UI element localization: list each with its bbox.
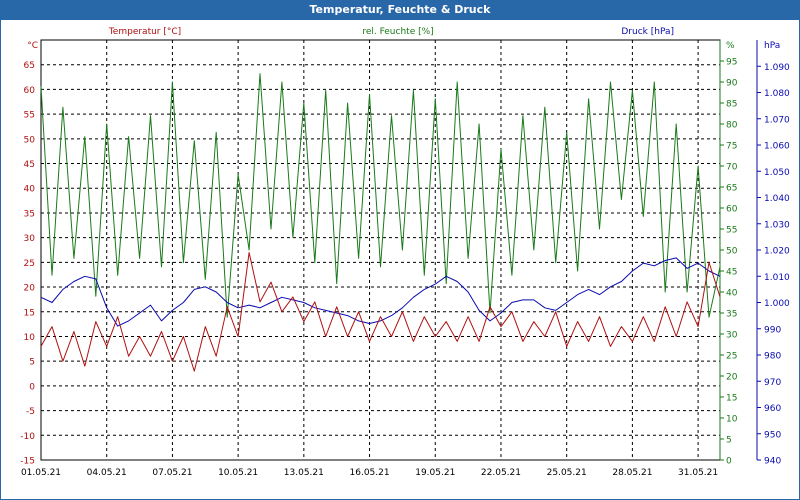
humidity-tick-label: 80 xyxy=(726,121,738,131)
temperature-tick-label: -10 xyxy=(20,432,35,442)
pressure-tick-label: 960 xyxy=(764,404,781,414)
temperature-tick-label: 65 xyxy=(24,61,35,71)
x-tick-label: 22.05.21 xyxy=(481,468,521,478)
pressure-tick-label: 940 xyxy=(764,457,781,467)
pressure-legend-label: Druck [hPa] xyxy=(621,27,674,37)
x-tick-label: 31.05.21 xyxy=(678,468,718,478)
humidity-tick-label: 55 xyxy=(726,226,737,236)
x-tick-label: 28.05.21 xyxy=(612,468,652,478)
humidity-tick-label: 70 xyxy=(726,163,738,173)
humidity-tick-label: 5 xyxy=(726,436,732,446)
temperature-tick-label: 25 xyxy=(24,259,35,269)
temperature-unit-label: °C xyxy=(27,41,38,51)
humidity-tick-label: 35 xyxy=(726,310,737,320)
x-tick-label: 10.05.21 xyxy=(218,468,258,478)
humidity-tick-label: 30 xyxy=(726,331,738,341)
x-tick-label: 04.05.21 xyxy=(87,468,127,478)
humidity-tick-label: 40 xyxy=(726,289,738,299)
pressure-tick-label: 950 xyxy=(764,430,781,440)
temperature-tick-label: 20 xyxy=(24,284,36,294)
window-title: Temperatur, Feuchte & Druck xyxy=(0,0,800,20)
pressure-series-line xyxy=(40,257,721,327)
humidity-tick-label: 60 xyxy=(726,205,738,215)
temperature-tick-label: 10 xyxy=(24,333,36,343)
temperature-series-line xyxy=(40,252,721,372)
humidity-unit-label: % xyxy=(726,41,735,51)
humidity-tick-label: 10 xyxy=(726,415,738,425)
temperature-tick-label: 55 xyxy=(24,111,35,121)
humidity-tick-label: 85 xyxy=(726,100,737,110)
pressure-tick-label: 1.050 xyxy=(764,168,790,178)
humidity-legend-label: rel. Feuchte [%] xyxy=(362,27,433,37)
pressure-tick-label: 1.020 xyxy=(764,247,790,257)
temperature-tick-label: 30 xyxy=(24,234,36,244)
humidity-tick-label: 75 xyxy=(726,142,737,152)
humidity-tick-label: 20 xyxy=(726,373,738,383)
temperature-tick-label: 50 xyxy=(24,135,36,145)
pressure-tick-label: 1.090 xyxy=(764,63,790,73)
humidity-tick-label: 45 xyxy=(726,268,737,278)
temperature-legend-label: Temperatur [°C] xyxy=(108,27,181,37)
humidity-tick-label: 0 xyxy=(726,457,732,467)
x-tick-label: 19.05.21 xyxy=(415,468,455,478)
pressure-tick-label: 980 xyxy=(764,352,781,362)
temperature-tick-label: -5 xyxy=(26,407,35,417)
pressure-tick-label: 990 xyxy=(764,325,781,335)
pressure-tick-label: 970 xyxy=(764,378,781,388)
pressure-tick-label: 1.080 xyxy=(764,89,790,99)
temperature-tick-label: 40 xyxy=(24,185,36,195)
pressure-tick-label: 1.060 xyxy=(764,142,790,152)
temperature-tick-label: 35 xyxy=(24,209,35,219)
temperature-tick-label: 5 xyxy=(29,358,35,368)
x-tick-label: 13.05.21 xyxy=(284,468,324,478)
pressure-tick-label: 1.000 xyxy=(764,299,790,309)
humidity-tick-label: 25 xyxy=(726,352,737,362)
humidity-tick-label: 65 xyxy=(726,184,737,194)
pressure-tick-label: 1.030 xyxy=(764,220,790,230)
temperature-tick-label: -15 xyxy=(20,457,35,467)
temperature-tick-label: 60 xyxy=(24,86,36,96)
plot-area-border xyxy=(40,39,721,461)
x-tick-label: 25.05.21 xyxy=(547,468,587,478)
pressure-tick-label: 1.010 xyxy=(764,273,790,283)
temperature-tick-label: 15 xyxy=(24,308,35,318)
humidity-tick-label: 90 xyxy=(726,79,738,89)
pressure-tick-label: 1.040 xyxy=(764,194,790,204)
humidity-tick-label: 15 xyxy=(726,394,737,404)
temperature-tick-label: 45 xyxy=(24,160,35,170)
temperature-tick-label: 0 xyxy=(29,382,35,392)
humidity-series-line xyxy=(40,73,721,318)
humidity-tick-label: 95 xyxy=(726,58,737,68)
x-tick-label: 07.05.21 xyxy=(152,468,192,478)
x-tick-label: 16.05.21 xyxy=(350,468,390,478)
pressure-tick-label: 1.070 xyxy=(764,115,790,125)
x-tick-label: 01.05.21 xyxy=(21,468,61,478)
humidity-tick-label: 50 xyxy=(726,247,738,257)
pressure-unit-label: hPa xyxy=(764,41,780,51)
